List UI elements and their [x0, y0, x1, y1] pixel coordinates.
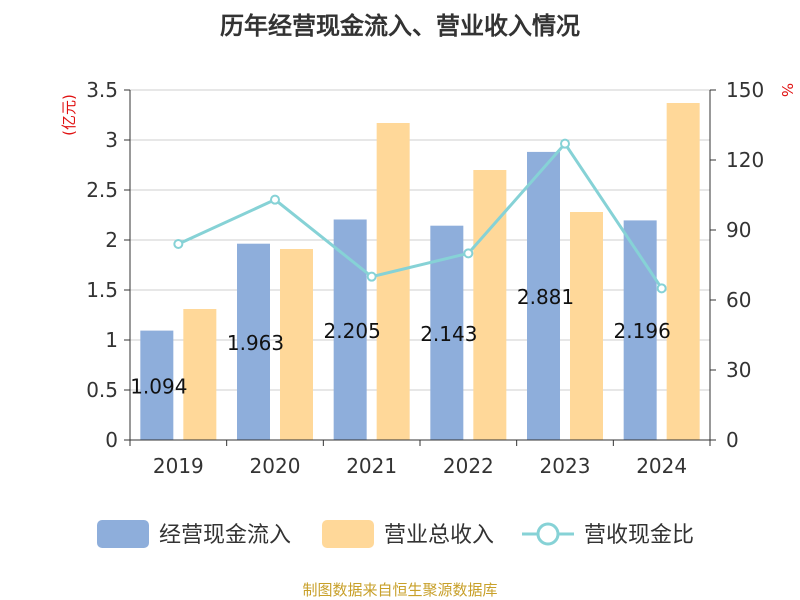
y-left-tick-label: 3: [105, 128, 118, 152]
legend-label-cash-inflow: 经营现金流入: [159, 523, 291, 548]
line-point: [560, 138, 570, 149]
y-left-unit: (亿元): [60, 94, 78, 136]
y-right-tick-label: 150: [726, 78, 764, 102]
x-tick-label: 2023: [540, 454, 591, 478]
y-left-tick-label: 0: [105, 428, 118, 452]
line-point: [463, 248, 474, 259]
grid-lines: [130, 89, 710, 391]
bar-revenue: [666, 103, 700, 440]
legend-label-ratio: 营收现金比: [584, 523, 694, 548]
data-labels: 1.094 1.963 2.205 2.143 2.881 2.196: [130, 285, 671, 398]
line-point: [656, 283, 667, 294]
line-series: [173, 138, 667, 294]
bar-revenue: [280, 249, 313, 440]
bar-revenue: [183, 309, 217, 440]
bar-cash-inflow: [140, 330, 174, 440]
bar-revenue: [473, 170, 507, 440]
data-label: 2.881: [517, 285, 574, 309]
legend-marker-line: [536, 522, 560, 546]
line-point: [270, 194, 280, 205]
y-left-tick-label: 3.5: [86, 78, 118, 102]
y-left-tick-label: 2: [105, 228, 118, 252]
data-label: 2.205: [324, 319, 381, 343]
x-tick-label: 2024: [636, 454, 687, 478]
line-point: [366, 271, 377, 282]
bar-cash-inflow: [333, 219, 367, 440]
bar-revenue: [376, 123, 410, 440]
data-label: 1.963: [227, 331, 284, 355]
y-left-tick-label: 0.5: [86, 378, 118, 402]
line-ratio: [177, 141, 663, 290]
bar-revenue: [570, 212, 603, 440]
legend-label-revenue: 营业总收入: [384, 523, 494, 548]
y-right-tick-label: 30: [726, 358, 751, 382]
x-tick-label: 2019: [153, 454, 204, 478]
legend-swatch-cash-inflow: [97, 520, 149, 548]
y-right-tick-label: 90: [726, 218, 751, 242]
y-left-tick-label: 1: [105, 328, 118, 352]
y-left-tick-label: 2.5: [86, 178, 118, 202]
x-tick-label: 2022: [443, 454, 494, 478]
bar-cash-inflow: [527, 151, 560, 440]
data-label: 2.143: [420, 322, 477, 346]
data-label: 2.196: [614, 319, 671, 343]
y-right-tick-label: 0: [726, 428, 739, 452]
y-right-tick-label: 60: [726, 288, 751, 312]
bars: [140, 103, 700, 440]
x-tick-label: 2020: [250, 454, 301, 478]
data-label: 1.094: [130, 374, 187, 398]
bar-cash-inflow: [237, 243, 270, 440]
chart-title: 历年经营现金流入、营业收入情况: [220, 12, 580, 40]
line-point: [173, 239, 184, 249]
source-note: 制图数据来自恒生聚源数据库: [302, 581, 498, 599]
y-right-tick-label: 120: [726, 148, 764, 172]
x-tick-label: 2021: [346, 454, 397, 478]
legend-swatch-revenue: [322, 520, 374, 548]
y-left-tick-label: 1.5: [86, 278, 118, 302]
y-right-unit: %: [778, 83, 796, 97]
axes: 0 0.5 1 1.5 2 2.5 3 3.5 0 30 60 90 120 150 (亿元)% 2019 20…: [60, 78, 796, 478]
legend: 经营现金流入 营业总收入 营收现金比: [97, 520, 694, 548]
